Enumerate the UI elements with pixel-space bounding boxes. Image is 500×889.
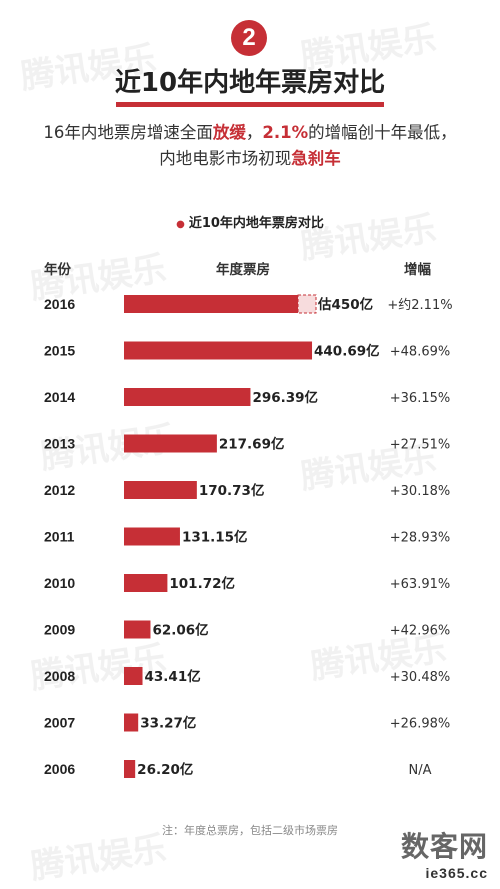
- bar: [124, 574, 168, 592]
- bar: [124, 481, 197, 499]
- growth-label: +42.96%: [390, 624, 450, 639]
- subtitle-line-2: 内地电影市场初现急刹车: [159, 149, 341, 168]
- column-header-box-office: 年度票房: [216, 262, 270, 278]
- year-label: 2014: [44, 389, 75, 405]
- bullet-dot-icon: ●: [176, 219, 185, 230]
- value-label: 62.06亿: [152, 622, 208, 639]
- value-label: 43.41亿: [145, 668, 201, 685]
- bar: [124, 341, 313, 360]
- year-label: 2009: [44, 622, 75, 638]
- growth-label: +28.93%: [390, 531, 450, 546]
- value-label: 33.27亿: [140, 715, 196, 732]
- year-label: 2008: [44, 668, 75, 684]
- section-number-badge: 2: [231, 20, 267, 56]
- subtitle: 16年内地票房增速全面放缓，2.1%的增幅创十年最低， 内地电影市场初现急刹车: [0, 120, 500, 172]
- value-label: 170.73亿: [199, 482, 265, 499]
- value-label: 101.72亿: [169, 575, 235, 592]
- year-label: 2011: [44, 529, 75, 545]
- bar: [124, 295, 299, 313]
- value-label: 296.39亿: [252, 389, 318, 406]
- value-label: 440.69亿: [314, 343, 380, 360]
- value-label: 26.20亿: [137, 761, 193, 778]
- year-label: 2007: [44, 715, 75, 731]
- bar: [124, 527, 180, 546]
- bar: [124, 713, 139, 732]
- logo-text: 数客网: [400, 830, 488, 863]
- year-label: 2006: [44, 761, 75, 777]
- column-header-growth: 增幅: [404, 262, 431, 278]
- growth-label: +约2.11%: [387, 298, 452, 313]
- growth-label: +30.18%: [390, 484, 450, 499]
- value-label: 131.15亿: [182, 529, 248, 546]
- growth-label: +63.91%: [390, 577, 450, 592]
- bar: [124, 388, 251, 406]
- year-label: 2015: [44, 343, 75, 359]
- bar: [124, 760, 136, 778]
- growth-label: +30.48%: [390, 670, 450, 685]
- title-underline: [116, 102, 384, 107]
- year-label: 2012: [44, 482, 75, 498]
- bar-estimated-portion: [297, 294, 317, 314]
- growth-label: +48.69%: [390, 345, 450, 360]
- year-label: 2013: [44, 436, 75, 452]
- growth-label: +36.15%: [390, 391, 450, 406]
- bar: [124, 434, 217, 453]
- value-label: 估450亿: [317, 296, 373, 313]
- footnote: 注：年度总票房，包括二级市场票房: [162, 824, 338, 837]
- growth-label: +26.98%: [390, 717, 450, 732]
- logo-url: ie365.cc: [425, 865, 488, 881]
- subtitle-line-1: 16年内地票房增速全面放缓，2.1%的增幅创十年最低，: [43, 123, 457, 142]
- bar: [124, 620, 151, 639]
- page-title: 近10年内地年票房对比: [114, 68, 386, 98]
- year-label: 2010: [44, 575, 75, 591]
- column-header-year: 年份: [44, 262, 71, 278]
- value-label: 217.69亿: [219, 436, 285, 453]
- year-label: 2016: [44, 296, 75, 312]
- growth-label: N/A: [409, 763, 432, 778]
- bar: [124, 667, 143, 685]
- site-logo: 数客网 ie365.cc: [401, 825, 488, 881]
- chart-title: ● 近10年内地年票房对比: [176, 216, 324, 231]
- growth-label: +27.51%: [390, 438, 450, 453]
